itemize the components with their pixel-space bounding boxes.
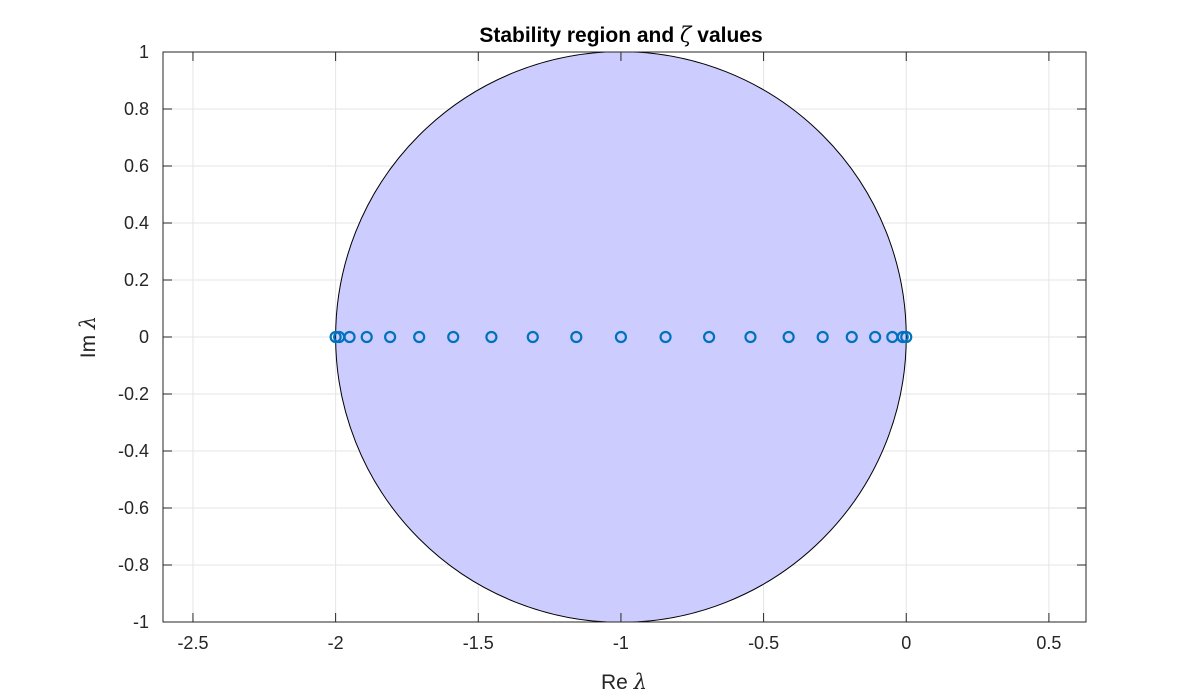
x-tick-label: -2.5 (177, 633, 208, 653)
zeta-marker (485, 330, 498, 344)
y-tick-label: 0 (139, 327, 149, 347)
y-tick-label: 0.6 (124, 156, 149, 176)
zeta-marker (570, 330, 583, 344)
x-axis-label: Re λ (601, 670, 647, 694)
zeta-marker (360, 330, 373, 344)
zeta-marker (845, 330, 858, 344)
y-tick-label: 0.2 (124, 270, 149, 290)
y-axis-label: Im λ (76, 316, 100, 358)
chart-title: Stability region and ζ values (479, 23, 762, 47)
x-tick-label: -1.5 (463, 633, 494, 653)
y-tick-label: -0.2 (118, 384, 149, 404)
stability-region-disk (335, 52, 907, 622)
zeta-marker (384, 330, 397, 344)
y-tick-label: 0.4 (124, 213, 149, 233)
zeta-marker (614, 330, 628, 344)
zeta-marker (526, 330, 539, 344)
zeta-marker (333, 330, 346, 344)
zeta-marker (782, 330, 795, 344)
plot-area: -2.5 -2 -1.5 -1 -0.5 0 0.5 1 0.8 0.6 0.4 0.2 0 -0.2 -… (118, 42, 1087, 653)
zeta-marker (900, 330, 913, 344)
x-tick-label: 0.5 (1036, 633, 1061, 653)
x-tick-label: -2 (328, 633, 344, 653)
y-tick-label: -0.8 (118, 555, 149, 575)
y-tick-label: -0.6 (118, 498, 149, 518)
x-tick-label: -1 (613, 633, 629, 653)
y-tick-labels: 1 0.8 0.6 0.4 0.2 0 -0.2 -0.4 -0.6 -0.8 -1 (118, 42, 149, 632)
y-tick-label: -0.4 (118, 441, 149, 461)
zeta-marker (702, 330, 716, 344)
zeta-marker (744, 330, 757, 344)
y-tick-label: 0.8 (124, 99, 149, 119)
zeta-markers (329, 330, 913, 344)
zeta-marker (447, 330, 460, 344)
zeta-marker (869, 330, 882, 344)
zeta-marker (659, 330, 672, 344)
y-tick-label: 1 (139, 42, 149, 62)
axis-ticks (163, 51, 1086, 623)
x-tick-label: 0 (901, 633, 911, 653)
zeta-marker (329, 330, 342, 344)
zeta-marker (886, 330, 899, 344)
x-tick-labels: -2.5 -2 -1.5 -1 -0.5 0 0.5 (177, 633, 1061, 653)
zeta-marker (816, 330, 829, 344)
x-tick-label: -0.5 (748, 633, 779, 653)
y-tick-label: -1 (133, 612, 149, 632)
zeta-marker (413, 330, 426, 344)
